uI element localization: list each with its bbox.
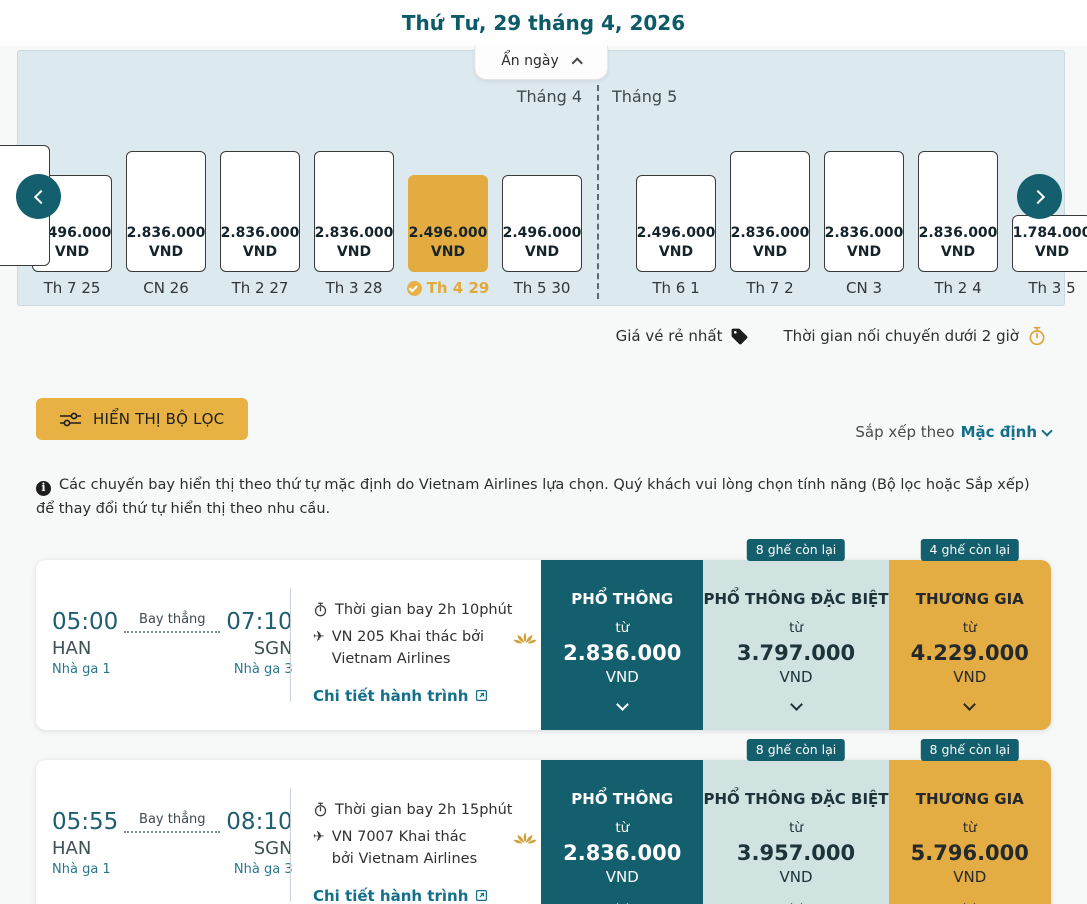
flight-route: 05:00 HAN Nhà ga 1 Bay thẳng 07:10 SGN N… xyxy=(36,560,293,730)
flight-details: Thời gian bay 2h 15phút ✈ VN 7007 Khai t… xyxy=(290,788,541,904)
duration-row: Thời gian bay 2h 10phút xyxy=(313,602,541,618)
default-order-notice: i Các chuyến bay hiển thị theo thứ tự mặc… xyxy=(36,477,1030,517)
month-label-april: Tháng 4 xyxy=(516,87,582,106)
departure-time: 05:00 xyxy=(52,609,119,635)
selected-check-icon xyxy=(406,280,422,296)
sort-value: Mặc định xyxy=(960,423,1037,441)
direct-indicator: Bay thẳng xyxy=(124,812,221,833)
duration-row: Thời gian bay 2h 15phút xyxy=(313,802,541,818)
hide-days-button[interactable]: Ẩn ngày xyxy=(474,45,608,80)
hide-days-label: Ẩn ngày xyxy=(501,53,559,69)
route-dotted-line xyxy=(124,831,221,833)
header-bar: Thứ Tư, 29 tháng 4, 2026 xyxy=(0,0,1087,46)
fare-business[interactable]: 4 ghế còn lại THƯƠNG GIA từ 4.229.000 VN… xyxy=(888,539,1052,730)
sort-prefix: Sắp xếp theo xyxy=(855,423,955,441)
flight-details: Thời gian bay 2h 10phút ✈ VN 205 Khai th… xyxy=(290,588,541,705)
carousel-prev-button[interactable] xyxy=(16,174,61,219)
departure-airport: HAN xyxy=(52,638,92,660)
date-card-th4-29-selected[interactable]: 2.496.000 VND Th 4 29 xyxy=(406,175,489,297)
chevron-down-icon xyxy=(615,698,629,711)
route-dotted-line xyxy=(124,631,221,633)
direct-indicator: Bay thẳng xyxy=(124,612,221,633)
flight-card-vn205: 05:00 HAN Nhà ga 1 Bay thẳng 07:10 SGN N… xyxy=(36,539,1052,730)
date-card-cn-26[interactable]: 2.836.000 VND CN 26 xyxy=(126,151,206,297)
stopwatch-icon xyxy=(313,602,328,617)
lotus-logo-icon xyxy=(513,631,537,647)
plane-icon: ✈ xyxy=(313,829,325,845)
date-carousel: Ẩn ngày Tháng 4 Tháng 5 2.496.000 VND Th … xyxy=(0,45,1087,306)
flight-card-vn7007: 05:55 HAN Nhà ga 1 Bay thẳng 08:10 SGN N… xyxy=(36,739,1052,904)
legend-cheapest: Giá vé rẻ nhất xyxy=(616,327,750,346)
date-card-th6-1[interactable]: 2.496.000 VND Th 6 1 xyxy=(636,175,716,297)
chevron-right-icon xyxy=(1030,189,1045,204)
date-card-cn-3[interactable]: 2.836.000 VND CN 3 xyxy=(824,151,904,297)
stopwatch-icon xyxy=(313,802,328,817)
legend: Giá vé rẻ nhất Thời gian nối chuyến dưới… xyxy=(616,326,1047,346)
fare-business[interactable]: 8 ghế còn lại THƯƠNG GIA từ 5.796.000 VN… xyxy=(888,739,1052,904)
departure-time: 05:55 xyxy=(52,809,119,835)
chevron-down-icon xyxy=(789,698,803,711)
month-label-may: Tháng 5 xyxy=(612,87,678,106)
fare-columns: PHỔ THÔNG từ 2.836.000 VND 8 ghế còn lại… xyxy=(541,739,1052,904)
arrival-time: 07:10 xyxy=(226,609,293,635)
flight-route: 05:55 HAN Nhà ga 1 Bay thẳng 08:10 SGN N… xyxy=(36,760,293,904)
operator-row: ✈ VN 7007 Khai thác bởi Vietnam Airlines xyxy=(313,827,541,871)
departure-terminal: Nhà ga 1 xyxy=(52,662,111,678)
arrival-terminal: Nhà ga 3 xyxy=(233,662,293,678)
date-card-th2-27[interactable]: 2.836.000 VND Th 2 27 xyxy=(220,151,300,297)
chevron-down-icon xyxy=(789,898,803,904)
seats-left-badge: 8 ghế còn lại xyxy=(746,739,846,761)
itinerary-details-link[interactable]: Chi tiết hành trình xyxy=(313,687,541,705)
seats-left-badge: 8 ghế còn lại xyxy=(746,539,846,561)
month-labels: Tháng 4 Tháng 5 xyxy=(18,87,1064,109)
itinerary-details-link[interactable]: Chi tiết hành trình xyxy=(313,887,541,904)
fare-economy[interactable]: PHỔ THÔNG từ 2.836.000 VND xyxy=(541,560,704,730)
chevron-down-icon xyxy=(963,898,977,904)
chevron-left-icon xyxy=(33,189,48,204)
flight-number-operator: VN 205 Khai thác bởi Vietnam Airlines xyxy=(331,629,485,667)
departure-block: 05:55 HAN Nhà ga 1 xyxy=(52,809,119,878)
fare-columns: PHỔ THÔNG từ 2.836.000 VND 8 ghế còn lại… xyxy=(541,539,1052,730)
date-card-th3-5[interactable]: 1.784.000 VND Th 3 5 xyxy=(1012,215,1087,297)
arrival-block: 08:10 SGN Nhà ga 3 xyxy=(226,809,293,878)
month-divider xyxy=(597,85,599,299)
flight-number-operator: VN 7007 Khai thác bởi Vietnam Airlines xyxy=(331,829,478,867)
seats-left-badge: 8 ghế còn lại xyxy=(920,739,1019,761)
date-card-row: 2.496.000 VND Th 7 25 2.836.000 VND CN 26 … xyxy=(0,145,1087,297)
external-link-icon xyxy=(475,889,488,902)
date-card-th3-28[interactable]: 2.836.000 VND Th 3 28 xyxy=(314,151,394,297)
chevron-down-icon xyxy=(963,698,977,711)
fare-premium-economy[interactable]: 8 ghế còn lại PHỔ THÔNG ĐẶC BIỆT từ 3.95… xyxy=(703,739,889,904)
chevron-down-icon xyxy=(1041,424,1053,437)
arrival-block: 07:10 SGN Nhà ga 3 xyxy=(226,609,293,678)
date-card-th5-30[interactable]: 2.496.000 VND Th 5 30 xyxy=(502,175,582,297)
seats-left-badge: 4 ghế còn lại xyxy=(920,539,1019,561)
stopwatch-icon xyxy=(1027,326,1047,346)
filter-sliders-icon xyxy=(60,412,81,427)
lotus-logo-icon xyxy=(513,831,537,847)
info-icon: i xyxy=(36,480,51,496)
arrival-time: 08:10 xyxy=(226,809,293,835)
plane-icon: ✈ xyxy=(313,629,325,645)
fare-economy[interactable]: PHỔ THÔNG từ 2.836.000 VND xyxy=(541,760,704,904)
chevron-up-icon xyxy=(571,57,583,69)
show-filters-button[interactable]: HIỂN THỊ BỘ LỌC xyxy=(36,398,249,440)
departure-terminal: Nhà ga 1 xyxy=(52,862,111,878)
chevron-down-icon xyxy=(615,898,629,904)
date-card-th7-2[interactable]: 2.836.000 VND Th 7 2 xyxy=(730,151,810,297)
operator-row: ✈ VN 205 Khai thác bởi Vietnam Airlines xyxy=(313,627,541,671)
arrival-terminal: Nhà ga 3 xyxy=(233,862,293,878)
arrival-airport: SGN xyxy=(253,838,293,860)
page-title: Thứ Tư, 29 tháng 4, 2026 xyxy=(401,11,686,35)
legend-connection: Thời gian nối chuyến dưới 2 giờ xyxy=(783,326,1047,346)
date-card-th2-4[interactable]: 2.836.000 VND Th 2 4 xyxy=(918,151,998,297)
price-tag-icon xyxy=(730,327,749,346)
fare-premium-economy[interactable]: 8 ghế còn lại PHỔ THÔNG ĐẶC BIỆT từ 3.79… xyxy=(703,539,889,730)
carousel-next-button[interactable] xyxy=(1017,174,1062,219)
sort-dropdown[interactable]: Sắp xếp theo Mặc định xyxy=(855,423,1053,441)
departure-airport: HAN xyxy=(52,838,92,860)
arrival-airport: SGN xyxy=(253,638,293,660)
external-link-icon xyxy=(475,689,488,702)
departure-block: 05:00 HAN Nhà ga 1 xyxy=(52,609,119,678)
